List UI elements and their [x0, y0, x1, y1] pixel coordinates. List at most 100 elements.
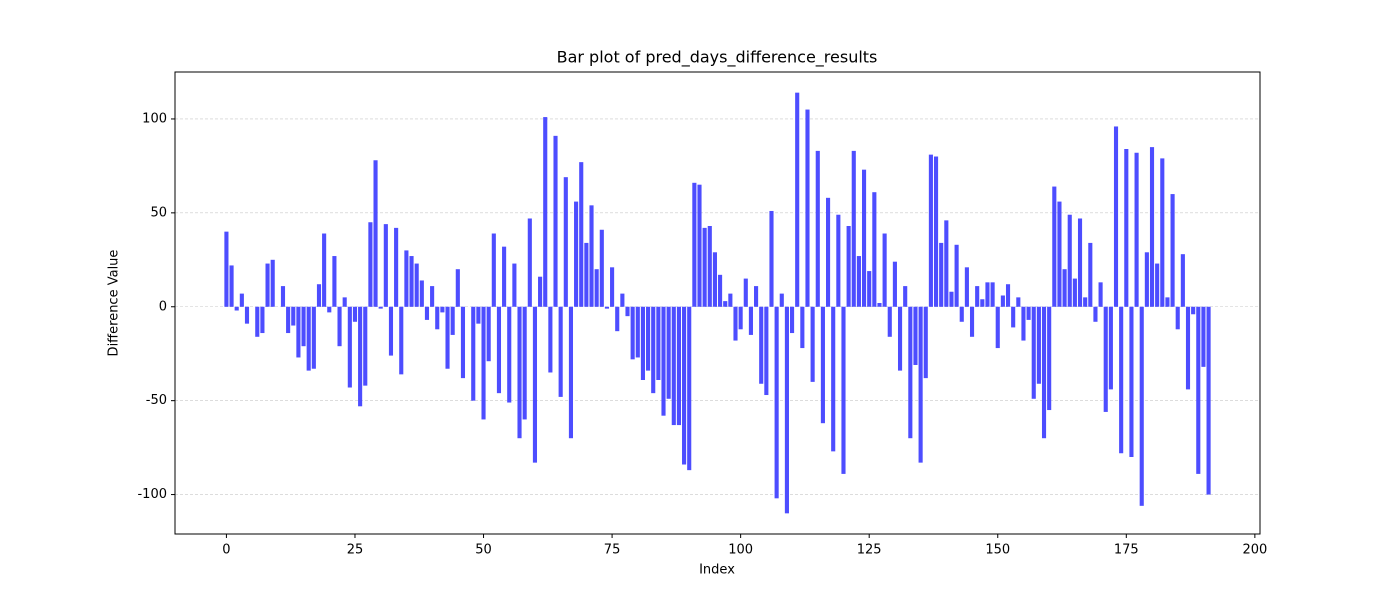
bar	[430, 286, 435, 307]
bar	[723, 301, 728, 307]
bar	[769, 210, 774, 307]
bar	[229, 265, 234, 307]
bar	[1103, 306, 1108, 412]
bar	[553, 135, 558, 307]
bar	[975, 286, 980, 307]
bar	[969, 306, 975, 337]
bar	[373, 160, 378, 307]
bar	[1149, 147, 1155, 307]
bar	[538, 276, 543, 307]
bar	[311, 306, 316, 369]
bar	[239, 293, 244, 307]
bar	[383, 224, 388, 307]
bar	[599, 229, 604, 307]
bar	[887, 306, 892, 337]
bar	[954, 244, 959, 307]
bar	[774, 306, 779, 499]
bar	[455, 269, 460, 307]
bar	[651, 306, 656, 394]
bar	[682, 306, 687, 465]
bar	[892, 261, 897, 307]
bar	[815, 150, 820, 307]
bar	[795, 92, 800, 307]
bar	[1113, 126, 1119, 307]
bar	[543, 117, 548, 307]
bar	[980, 299, 985, 307]
bar	[728, 293, 733, 307]
bar	[933, 156, 939, 307]
x-tick-label: 75	[604, 543, 621, 558]
bar	[388, 306, 394, 356]
y-tick-label: -100	[137, 487, 167, 502]
bar	[687, 306, 692, 471]
bar	[1021, 306, 1026, 341]
bar	[352, 306, 358, 322]
bar	[630, 306, 635, 360]
bar	[255, 306, 260, 337]
bar	[1098, 282, 1103, 307]
bar	[1206, 306, 1211, 495]
y-tick-label: 0	[159, 299, 167, 314]
bar	[877, 303, 882, 307]
bar	[903, 286, 908, 307]
bar	[301, 306, 306, 347]
bar	[1191, 306, 1196, 315]
bar	[486, 306, 491, 362]
bar	[1026, 306, 1031, 320]
bar	[841, 306, 846, 474]
bar	[414, 263, 419, 307]
bar	[445, 306, 450, 369]
bar	[1124, 149, 1129, 307]
x-tick-label: 150	[985, 543, 1010, 558]
bar	[697, 184, 702, 307]
bar	[1108, 306, 1113, 390]
bar	[1072, 278, 1077, 307]
bar	[1129, 306, 1134, 457]
bar	[579, 162, 584, 307]
bar	[584, 242, 589, 307]
bar	[1016, 297, 1021, 307]
bar	[1180, 254, 1185, 307]
y-axis-label: Difference Value	[107, 250, 122, 357]
bar	[496, 306, 502, 394]
bar	[1170, 194, 1175, 307]
bar	[1036, 306, 1041, 384]
bar	[337, 306, 342, 347]
bar	[342, 297, 347, 307]
bar	[589, 205, 594, 307]
bar	[1057, 201, 1062, 307]
bar	[1088, 242, 1093, 307]
bar	[939, 242, 944, 307]
bar	[851, 150, 856, 307]
bar	[625, 306, 630, 317]
x-tick-label: 125	[857, 543, 882, 558]
bar	[1052, 186, 1057, 307]
y-tick-label: -50	[146, 393, 167, 408]
bar	[435, 306, 440, 330]
bar	[743, 278, 748, 307]
bar	[959, 306, 964, 322]
x-tick-label: 100	[728, 543, 753, 558]
bar	[450, 306, 455, 335]
bar	[692, 182, 697, 307]
bar	[265, 263, 270, 307]
bar	[620, 293, 625, 307]
bar	[558, 306, 563, 397]
bar	[419, 280, 424, 307]
bar	[836, 214, 841, 307]
y-tick-label: 50	[150, 205, 167, 220]
bar	[985, 282, 990, 307]
bar	[1160, 158, 1165, 307]
bar	[861, 169, 867, 307]
bar	[1175, 306, 1180, 330]
bar	[1139, 306, 1144, 506]
bar	[913, 306, 918, 365]
bar	[831, 306, 836, 452]
bar	[224, 231, 229, 307]
bar	[790, 306, 795, 334]
bar	[1134, 152, 1139, 307]
bar	[908, 306, 913, 439]
bar	[1062, 269, 1067, 307]
bar	[532, 306, 538, 463]
